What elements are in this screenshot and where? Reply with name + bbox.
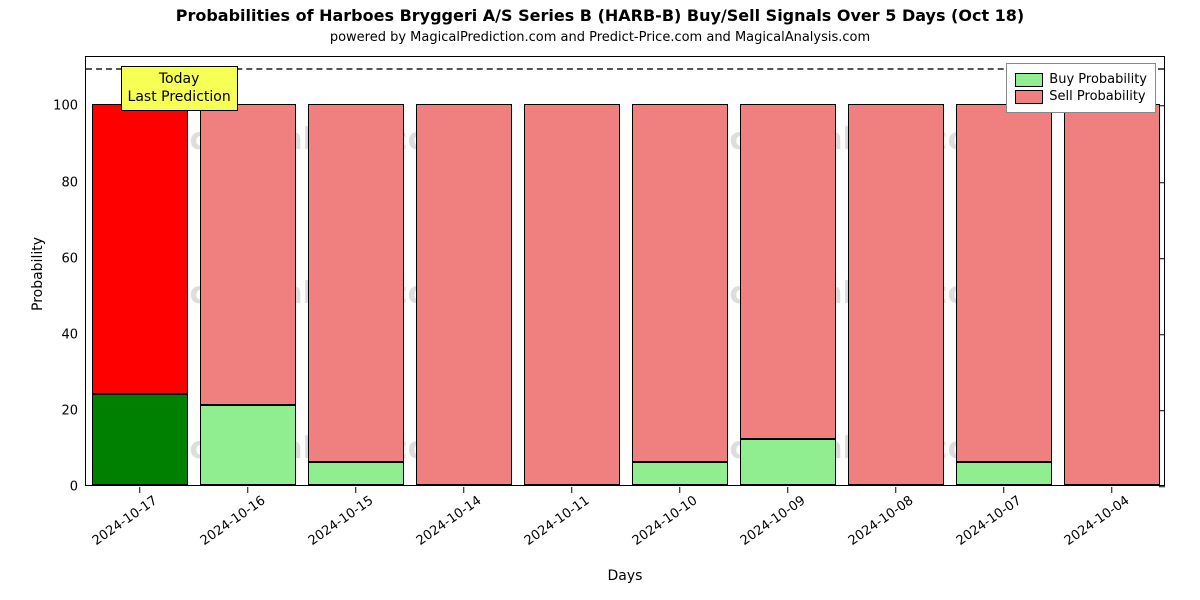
bar-sell: [956, 104, 1051, 462]
bar-sell: [740, 104, 835, 439]
y-tick-label: 40: [61, 327, 86, 342]
x-tick-label: 2024-10-04: [1056, 485, 1132, 549]
legend-label: Sell Probability: [1049, 89, 1145, 104]
annotation-line: Today: [128, 71, 231, 89]
x-tick-label: 2024-10-07: [948, 485, 1024, 549]
y-tick-mark: [1159, 486, 1165, 487]
y-tick-mark: [1159, 334, 1165, 335]
bar-buy: [200, 405, 295, 485]
bar-sell: [200, 104, 295, 405]
chart-container: Probabilities of Harboes Bryggeri A/S Se…: [0, 0, 1200, 600]
x-tick-label: 2024-10-09: [732, 485, 808, 549]
bar-buy: [956, 462, 1051, 485]
bar-buy: [632, 462, 727, 485]
bar-buy: [740, 439, 835, 485]
y-tick-mark: [1159, 258, 1165, 259]
legend: Buy Probability Sell Probability: [1006, 63, 1156, 113]
plot-area: MagicalAnalysis.comMagicalAnalysis.comMa…: [85, 56, 1165, 486]
bar-sell: [524, 104, 619, 485]
y-tick-mark: [1159, 182, 1165, 183]
legend-swatch: [1015, 73, 1043, 87]
bar-sell: [1064, 104, 1159, 485]
y-tick-label: 0: [70, 480, 86, 495]
x-tick-label: 2024-10-15: [300, 485, 376, 549]
y-axis-label: Probability: [30, 237, 46, 311]
y-tick-label: 80: [61, 175, 86, 190]
x-axis-label: Days: [85, 568, 1165, 584]
y-tick-label: 60: [61, 251, 86, 266]
today-annotation: TodayLast Prediction: [121, 66, 238, 111]
legend-label: Buy Probability: [1049, 72, 1147, 87]
bar-sell: [92, 104, 187, 393]
y-tick-mark: [1159, 106, 1165, 107]
annotation-line: Last Prediction: [128, 89, 231, 107]
legend-swatch: [1015, 90, 1043, 104]
bar-sell: [632, 104, 727, 462]
y-tick-label: 20: [61, 403, 86, 418]
y-tick-label: 100: [53, 99, 86, 114]
reference-line: [86, 68, 1164, 70]
y-tick-mark: [1159, 410, 1165, 411]
x-tick-label: 2024-10-11: [516, 485, 592, 549]
bar-sell: [416, 104, 511, 485]
bar-buy: [92, 394, 187, 485]
x-tick-label: 2024-10-17: [84, 485, 160, 549]
x-tick-label: 2024-10-14: [408, 485, 484, 549]
legend-item: Sell Probability: [1015, 89, 1147, 104]
chart-subtitle: powered by MagicalPrediction.com and Pre…: [0, 30, 1200, 45]
bar-sell: [848, 104, 943, 485]
legend-item: Buy Probability: [1015, 72, 1147, 87]
x-tick-label: 2024-10-10: [624, 485, 700, 549]
x-tick-label: 2024-10-16: [192, 485, 268, 549]
bar-buy: [308, 462, 403, 485]
x-tick-label: 2024-10-08: [840, 485, 916, 549]
chart-title: Probabilities of Harboes Bryggeri A/S Se…: [0, 6, 1200, 25]
bar-sell: [308, 104, 403, 462]
